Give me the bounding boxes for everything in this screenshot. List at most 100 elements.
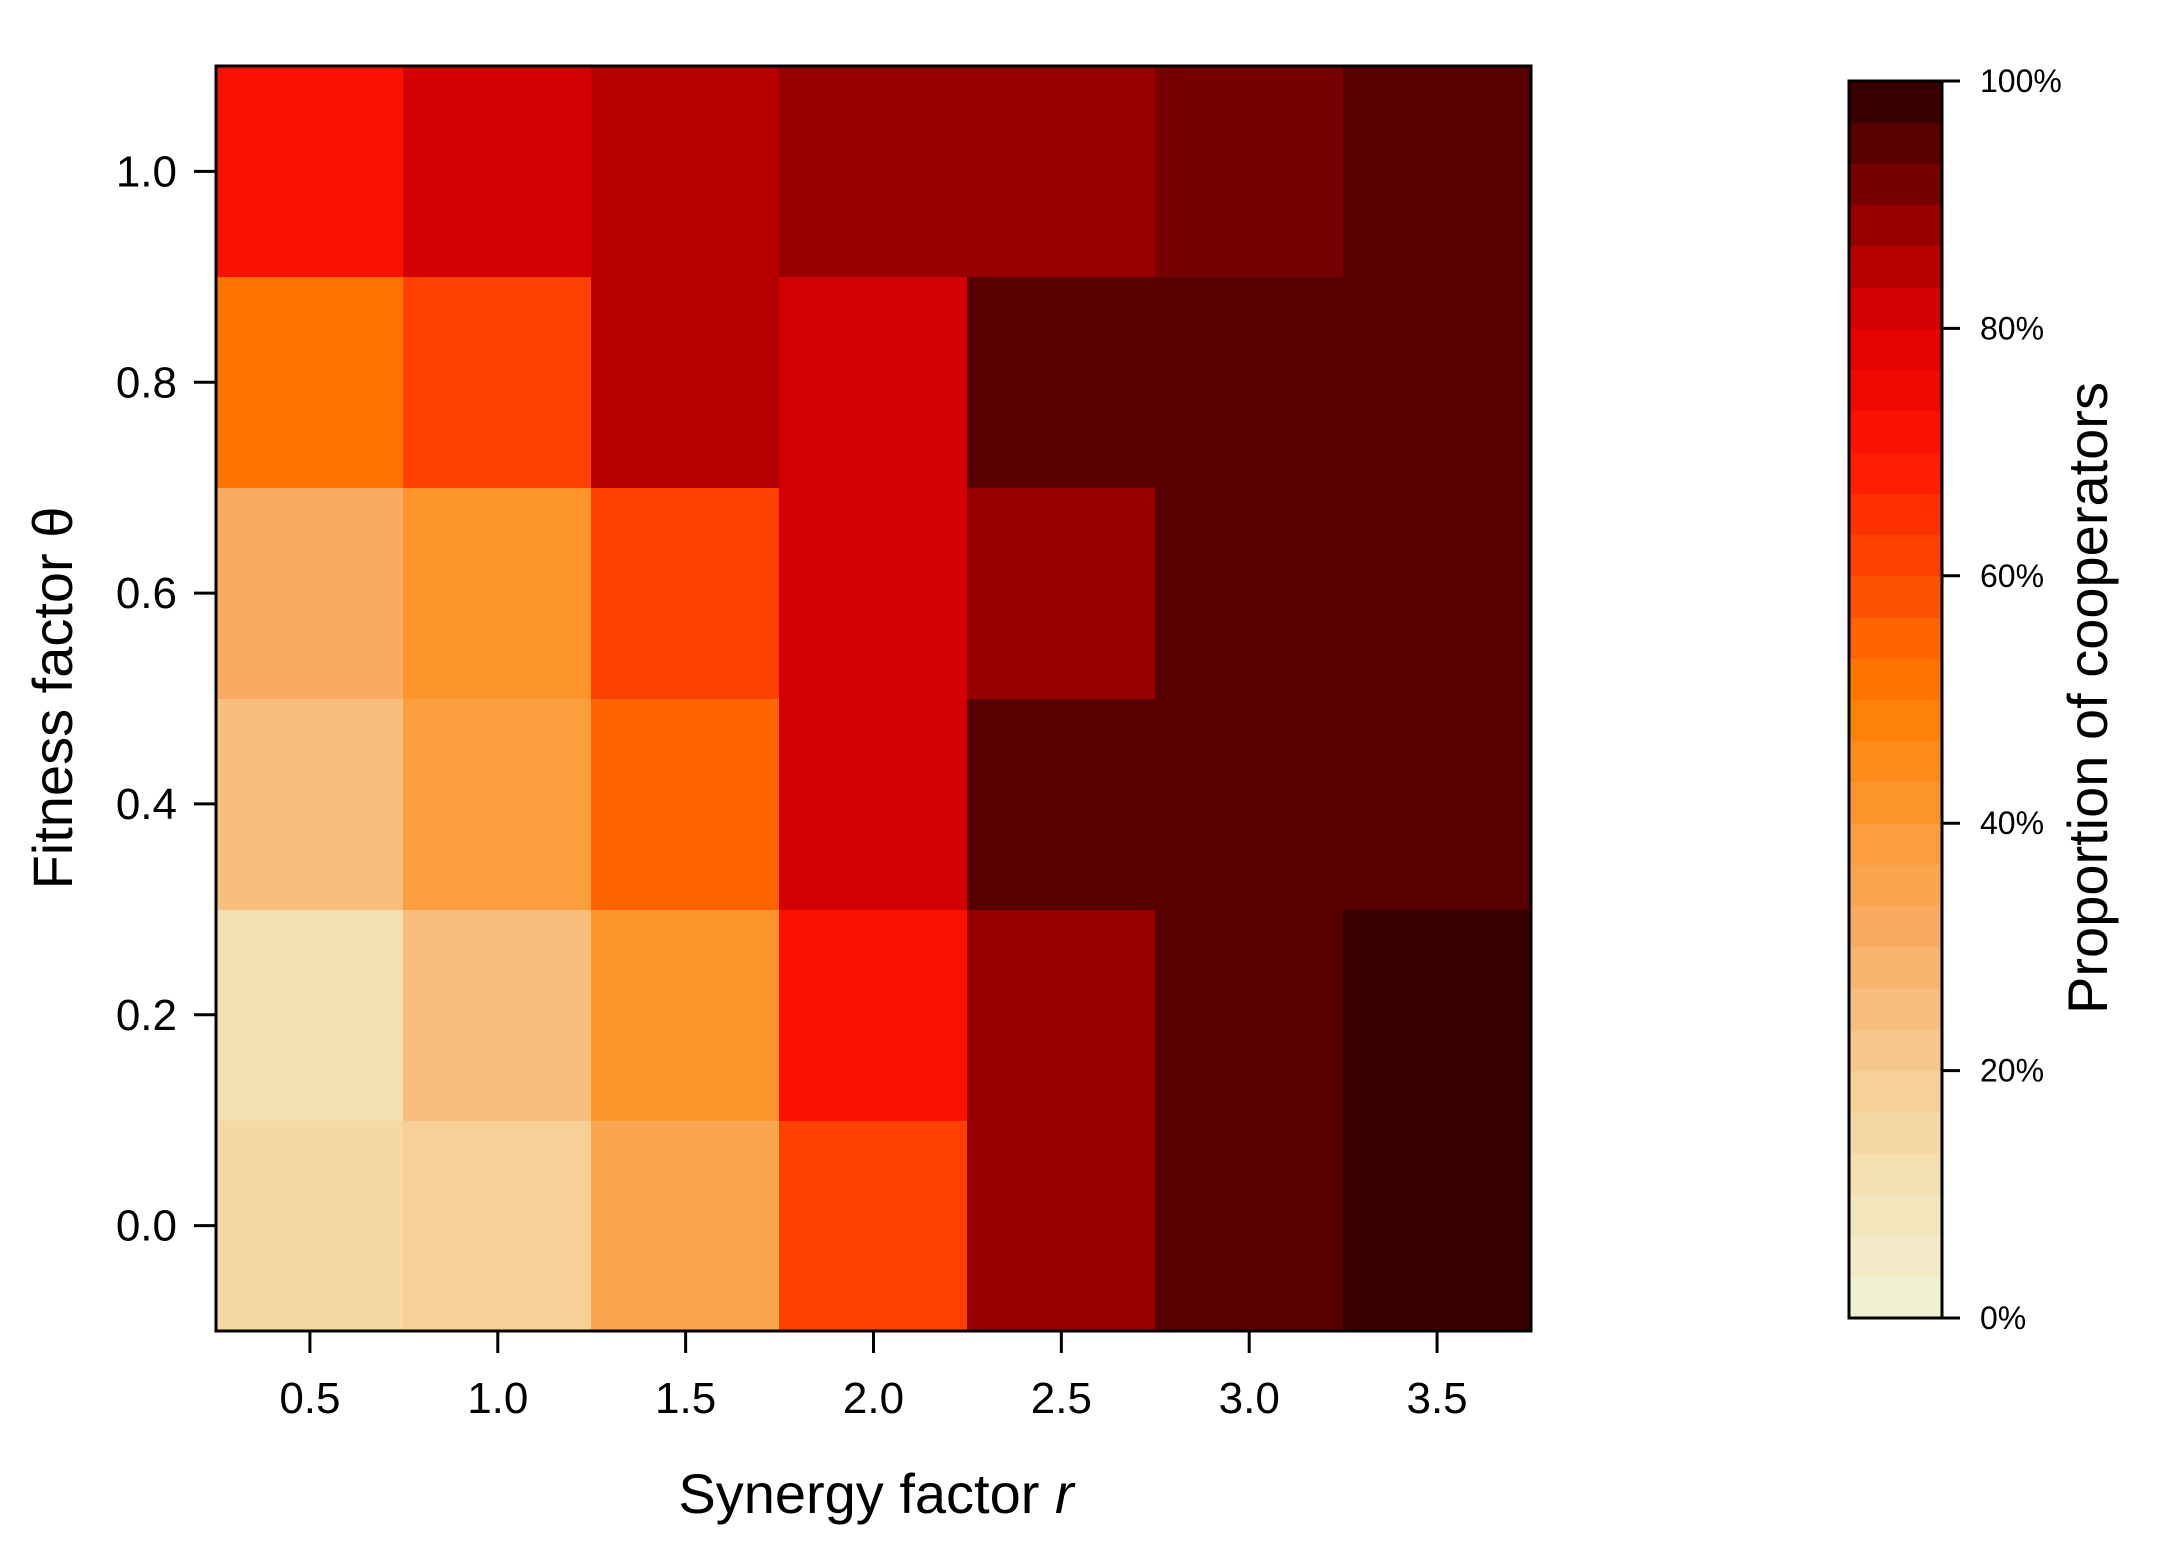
x-tick-label: 3.5	[1406, 1374, 1467, 1423]
heatmap-cell	[1155, 1120, 1344, 1331]
heatmap-cell	[403, 1120, 592, 1331]
heatmap-cell	[216, 698, 404, 910]
x-tick-label: 2.5	[1031, 1374, 1092, 1423]
heatmap-cell	[779, 66, 968, 277]
colorbar-tick-label: 100%	[1980, 63, 2062, 99]
y-tick-label: 1.0	[116, 147, 177, 196]
colorbar-band	[1849, 534, 1942, 576]
heatmap-cell	[216, 276, 404, 488]
heatmap-cells	[216, 66, 1531, 1331]
heatmap-cell	[216, 909, 404, 1121]
y-axis-ticks: 0.0 0.2 0.4 0.6 0.8 1.0	[116, 147, 216, 1251]
x-tick-label: 2.0	[843, 1374, 904, 1423]
colorbar-band	[1849, 1235, 1942, 1277]
x-tick-label: 1.0	[467, 1374, 528, 1423]
heatmap-cell	[216, 1120, 404, 1331]
colorbar-band	[1849, 617, 1942, 659]
colorbar-band	[1849, 823, 1942, 865]
heatmap-cell	[1155, 66, 1344, 277]
heatmap-cell	[779, 1120, 968, 1331]
colorbar-band	[1849, 245, 1942, 288]
colorbar-tick-label: 20%	[1980, 1053, 2044, 1089]
heatmap-cell	[591, 698, 780, 910]
colorbar-band	[1849, 204, 1942, 246]
heatmap-cell	[779, 698, 968, 910]
colorbar-band	[1849, 452, 1942, 494]
heatmap-cell	[967, 487, 1156, 699]
colorbar-band	[1849, 864, 1942, 906]
heatmap-cell	[967, 1120, 1156, 1331]
colorbar-bands	[1849, 81, 1942, 1318]
heatmap-cell	[1343, 487, 1531, 699]
heatmap-cell	[779, 487, 968, 699]
heatmap-cell	[1155, 276, 1344, 488]
y-tick-label: 0.8	[116, 358, 177, 407]
colorbar-band	[1849, 1029, 1942, 1071]
heatmap-cell	[591, 66, 780, 277]
colorbar-band	[1849, 1194, 1942, 1236]
colorbar-band	[1849, 946, 1942, 989]
colorbar-band	[1849, 122, 1942, 164]
x-tick-label: 3.0	[1219, 1374, 1280, 1423]
colorbar-band	[1849, 781, 1942, 824]
colorbar-band	[1849, 163, 1942, 205]
heatmap-cell	[1343, 909, 1531, 1121]
heatmap-cell	[967, 909, 1156, 1121]
colorbar-label: Proportion of cooperators	[2056, 382, 2119, 1014]
colorbar-band	[1849, 410, 1942, 453]
heatmap-cell	[967, 276, 1156, 488]
colorbar-tick-label: 40%	[1980, 805, 2044, 841]
x-axis-ticks: 0.5 1.0 1.5 2.0 2.5 3.0 3.5	[279, 1331, 1468, 1423]
heatmap-cell	[1155, 909, 1344, 1121]
heatmap-cell	[1343, 66, 1531, 277]
heatmap-cell	[403, 909, 592, 1121]
colorbar-band	[1849, 287, 1942, 329]
heatmap-cell	[216, 66, 404, 277]
colorbar-band	[1849, 740, 1942, 782]
y-axis-label: Fitness factor θ	[21, 507, 84, 890]
colorbar-band	[1849, 988, 1942, 1030]
heatmap-cell	[591, 276, 780, 488]
heatmap-cell	[779, 276, 968, 488]
heatmap-cell	[403, 698, 592, 910]
colorbar-band	[1849, 81, 1942, 123]
heatmap-cell	[591, 909, 780, 1121]
x-tick-label: 1.5	[655, 1374, 716, 1423]
heatmap-cell	[1343, 1120, 1531, 1331]
colorbar-ticks: 0% 20% 40% 60% 80% 100%	[1942, 63, 2062, 1336]
colorbar-band	[1849, 905, 1942, 947]
colorbar-band	[1849, 1276, 1942, 1318]
colorbar-band	[1849, 328, 1942, 370]
y-tick-label: 0.0	[116, 1202, 177, 1251]
colorbar-band	[1849, 658, 1942, 700]
heatmap-cell	[967, 66, 1156, 277]
colorbar-band	[1849, 1070, 1942, 1112]
colorbar-band	[1849, 369, 1942, 411]
heatmap-cell	[1155, 698, 1344, 910]
heatmap-cell	[779, 909, 968, 1121]
heatmap-cell	[1343, 276, 1531, 488]
heatmap-cell	[403, 487, 592, 699]
y-tick-label: 0.2	[116, 991, 177, 1040]
heatmap-cell	[1155, 487, 1344, 699]
heatmap-cell	[216, 487, 404, 699]
colorbar-band	[1849, 1153, 1942, 1195]
colorbar-band	[1849, 493, 1942, 535]
x-tick-label: 0.5	[279, 1374, 340, 1423]
colorbar-frame	[1847, 79, 1944, 1320]
heatmap-cell	[403, 276, 592, 488]
x-axis-label: Synergy factor r	[678, 1462, 1076, 1525]
heatmap-cell	[1343, 698, 1531, 910]
colorbar-tick-label: 0%	[1980, 1300, 2026, 1336]
colorbar-band	[1849, 1111, 1942, 1154]
heatmap-cell	[591, 1120, 780, 1331]
colorbar-band	[1849, 699, 1942, 741]
heatmap-cell	[967, 698, 1156, 910]
colorbar-band	[1849, 575, 1942, 618]
colorbar-tick-label: 80%	[1980, 310, 2044, 346]
heatmap-cell	[403, 66, 592, 277]
colorbar-tick-label: 60%	[1980, 558, 2044, 594]
y-tick-label: 0.4	[116, 780, 177, 829]
heatmap-cell	[591, 487, 780, 699]
